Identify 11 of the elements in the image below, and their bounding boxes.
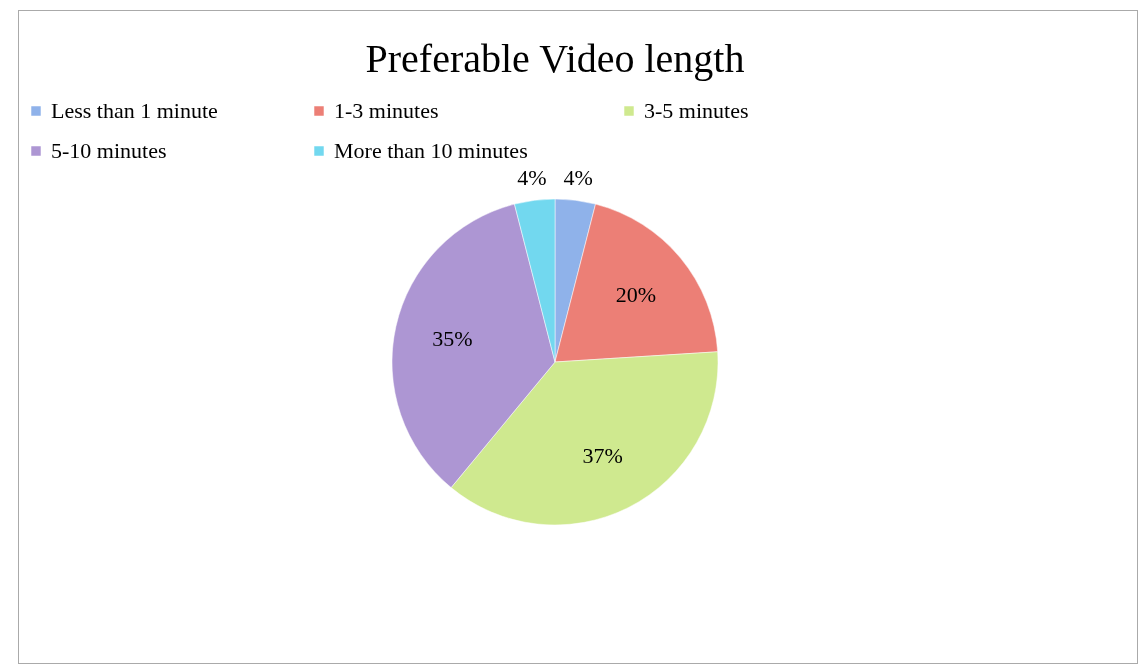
- chart-title: Preferable Video length: [365, 36, 745, 81]
- legend-label: More than 10 minutes: [334, 138, 528, 163]
- data-label: 4%: [517, 165, 547, 191]
- legend-label: 5-10 minutes: [51, 138, 167, 163]
- legend-label: 1-3 minutes: [334, 98, 439, 123]
- data-label: 37%: [582, 442, 623, 468]
- data-label: 35%: [432, 326, 473, 352]
- data-label: 20%: [615, 282, 657, 308]
- data-label: 4%: [563, 165, 593, 191]
- legend-label: 3-5 minutes: [644, 98, 749, 123]
- legend-label: Less than 1 minute: [51, 98, 218, 123]
